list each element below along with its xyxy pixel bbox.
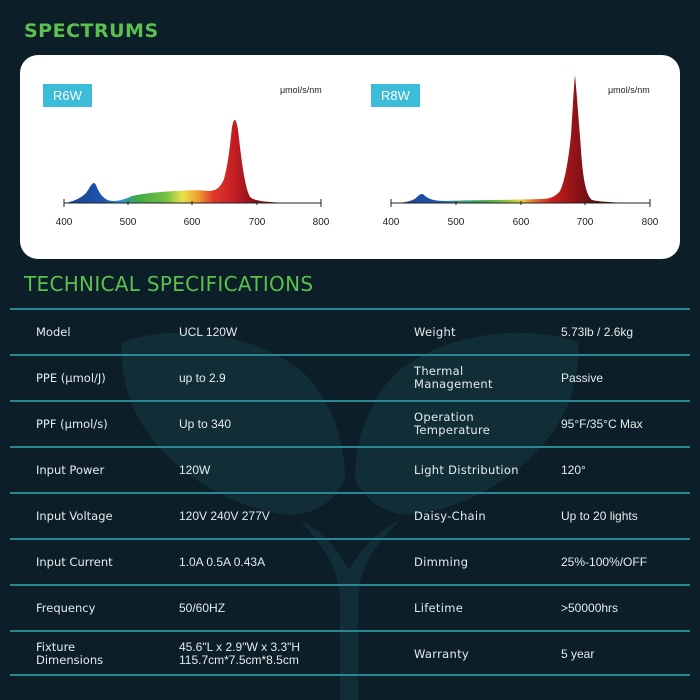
spec-value: 5 year <box>561 646 595 661</box>
spec-value: 50/60HZ <box>179 600 226 615</box>
spec-value: 120° <box>561 462 586 477</box>
y-unit-label: μmol/s/nm <box>280 85 322 95</box>
tech-specs-heading: TECHNICAL SPECIFICATIONS <box>24 272 314 296</box>
x-tick-label: 700 <box>576 217 594 228</box>
spec-value: Up to 20 lights <box>561 508 638 523</box>
spec-value: >50000hrs <box>561 600 619 615</box>
spec-label: Daisy-Chain <box>414 508 486 523</box>
x-tick-label: 400 <box>382 217 400 228</box>
spec-value: 95°F/35°C Max <box>561 416 643 431</box>
spec-value: Up to 340 <box>179 416 232 431</box>
spec-row: PPF (μmol/s) Up to 340 Operation Tempera… <box>10 400 690 446</box>
spec-label: PPE (μmol/J) <box>36 370 106 385</box>
x-tick-label: 800 <box>641 217 659 228</box>
spec-value: 25%-100%/OFF <box>561 554 648 569</box>
spectrum-curve-r8w <box>390 75 651 207</box>
spectrum-chart-r6w: R6W μmol/s/nm <box>20 55 350 259</box>
spec-row: Input Current 1.0A 0.5A 0.43A Dimming 25… <box>10 538 690 584</box>
spec-value: 45.6"L x 2.9"W x 3.3"H 115.7cm*7.5cm*8.5… <box>179 640 301 667</box>
spectrum-badge-r6w: R6W <box>43 84 92 107</box>
x-tick-label: 500 <box>447 217 465 228</box>
spectrums-heading: SPECTRUMS <box>24 20 159 42</box>
spec-label: Frequency <box>36 600 96 615</box>
y-unit-label: μmol/s/nm <box>608 85 650 95</box>
spec-label: Input Power <box>36 462 105 477</box>
spec-value: UCL 120W <box>179 324 238 339</box>
spec-row: PPE (μmol/J) up to 2.9 Thermal Managemen… <box>10 354 690 400</box>
spec-row: Fixture Dimensions 45.6"L x 2.9"W x 3.3"… <box>10 630 690 676</box>
spec-label: Weight <box>414 324 456 339</box>
x-tick-label: 700 <box>248 217 266 228</box>
x-tick-label: 400 <box>55 217 73 228</box>
spec-label: Operation Temperature <box>414 410 491 437</box>
spec-label: Thermal Management <box>414 364 493 391</box>
spec-label: Model <box>36 324 71 339</box>
spec-row: Frequency 50/60HZ Lifetime >50000hrs <box>10 584 690 630</box>
spec-label: Input Current <box>36 554 113 569</box>
spec-value: 5.73lb / 2.6kg <box>561 324 634 339</box>
spec-row: Input Voltage 120V 240V 277V Daisy-Chain… <box>10 492 690 538</box>
spectrum-chart-r8w: R8W μmol/s/nm <box>350 55 680 259</box>
spec-value: up to 2.9 <box>179 370 226 385</box>
x-tick-label: 500 <box>119 217 137 228</box>
spec-label: Light Distribution <box>414 462 519 477</box>
spectrum-card: R6W μmol/s/nm <box>20 55 680 259</box>
spec-label: Lifetime <box>414 600 464 615</box>
spec-table: Model UCL 120W Weight 5.73lb / 2.6kg PPE… <box>10 308 690 676</box>
spec-value: 120V 240V 277V <box>179 508 270 523</box>
spec-label: PPF (μmol/s) <box>36 416 108 431</box>
spectrum-badge-r8w: R8W <box>371 84 420 107</box>
spectrum-curve-r6w <box>63 119 322 207</box>
x-tick-label: 600 <box>183 217 201 228</box>
spec-value: 1.0A 0.5A 0.43A <box>179 554 266 569</box>
spec-label: Dimming <box>414 554 469 569</box>
spec-row: Model UCL 120W Weight 5.73lb / 2.6kg <box>10 308 690 354</box>
spec-value: Passive <box>561 370 604 385</box>
spec-value: 120W <box>179 462 211 477</box>
x-tick-label: 800 <box>312 217 330 228</box>
x-tick-label: 600 <box>512 217 530 228</box>
spec-label: Fixture Dimensions <box>36 640 104 667</box>
spec-label: Input Voltage <box>36 508 113 523</box>
spec-label: Warranty <box>414 646 469 661</box>
spec-row: Input Power 120W Light Distribution 120° <box>10 446 690 492</box>
